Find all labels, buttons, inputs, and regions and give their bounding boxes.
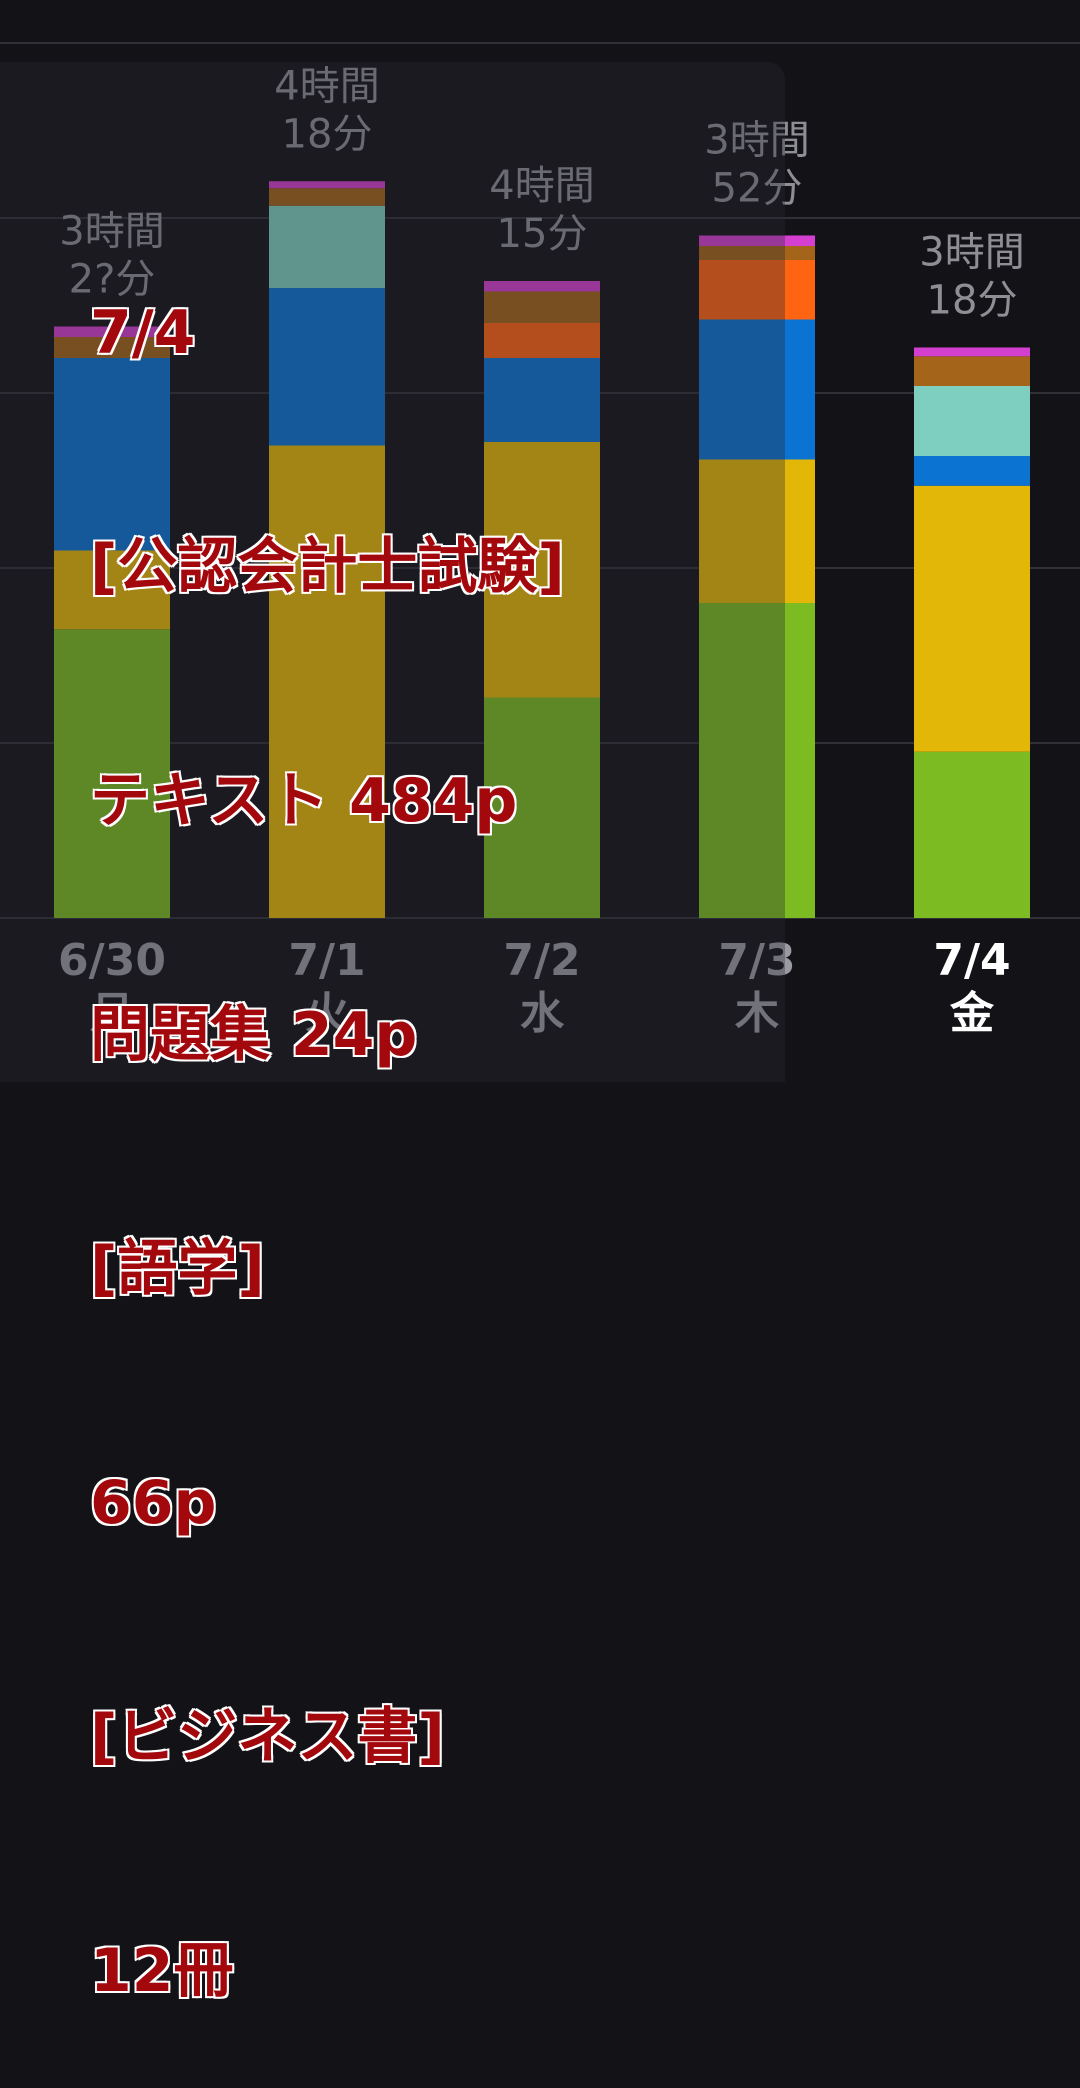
overlay-backdrop: [0, 62, 785, 1082]
total-hours-label: 4時間: [274, 63, 379, 109]
x-tick-weekday: 金: [949, 988, 995, 1039]
total-hours-label: 3時間: [704, 118, 809, 164]
bar-segment: [914, 356, 1030, 386]
total-minutes-label: 18分: [927, 278, 1018, 324]
bar-segment: [484, 442, 600, 698]
bar-segment: [699, 459, 815, 603]
bar-segment: [54, 550, 170, 630]
overlay-language-pages: 66p: [89, 1467, 218, 1540]
bar-segment: [914, 386, 1030, 456]
bar-segment: [699, 235, 815, 246]
bar-series: [54, 181, 1030, 918]
total-hours-label: 3時間: [919, 230, 1024, 276]
bar-segment: [914, 456, 1030, 486]
x-tick-weekday: 水: [520, 988, 565, 1039]
x-tick-weekday: 月: [90, 988, 134, 1039]
bar-segment: [914, 485, 1030, 752]
bar-segment: [54, 629, 170, 918]
bar-segment: [914, 347, 1030, 357]
x-tick-date: 7/4: [933, 935, 1010, 986]
total-hours-label: 3時間: [59, 209, 164, 255]
x-tick-date: 7/1: [288, 935, 365, 986]
bar-segment: [699, 603, 815, 918]
bar-segment: [54, 358, 170, 551]
x-tick-date: 7/3: [718, 935, 795, 986]
bar-segment: [484, 323, 600, 358]
bar-segment: [699, 246, 815, 260]
bar-segment: [269, 288, 385, 446]
overlay-books-count: 12冊: [89, 1935, 235, 2008]
total-hours-label: 4時間: [489, 163, 594, 209]
bar-segment: [269, 445, 385, 918]
total-minutes-label: 2?分: [69, 257, 156, 303]
bar-segment: [699, 260, 815, 320]
bar-segment: [914, 751, 1030, 918]
x-tick-labels: 6/30月 7/1火 7/2水 7/3木 7/4金: [58, 935, 1011, 1039]
total-minutes-label: 52分: [712, 166, 803, 212]
x-tick-date: 6/30: [58, 935, 166, 986]
bar-segment: [54, 326, 170, 337]
bar-segment: [269, 181, 385, 189]
overlay-heading-business: [ビジネス書]: [89, 1701, 447, 1774]
x-tick-weekday: 火: [305, 988, 349, 1039]
bar-segment: [54, 337, 170, 358]
total-minutes-label: 18分: [282, 111, 373, 157]
x-tick-date: 7/2: [503, 935, 580, 986]
total-minutes-label: 15分: [497, 211, 588, 257]
bar-segment: [269, 188, 385, 206]
bar-segment: [484, 697, 600, 918]
x-tick-weekday: 木: [735, 988, 779, 1039]
bar-segment: [699, 319, 815, 460]
bar-segment: [484, 281, 600, 292]
bar-segment: [484, 291, 600, 323]
overlay-heading-language: [語学]: [89, 1233, 267, 1306]
bar-segment: [269, 205, 385, 288]
bar-segment: [484, 358, 600, 442]
